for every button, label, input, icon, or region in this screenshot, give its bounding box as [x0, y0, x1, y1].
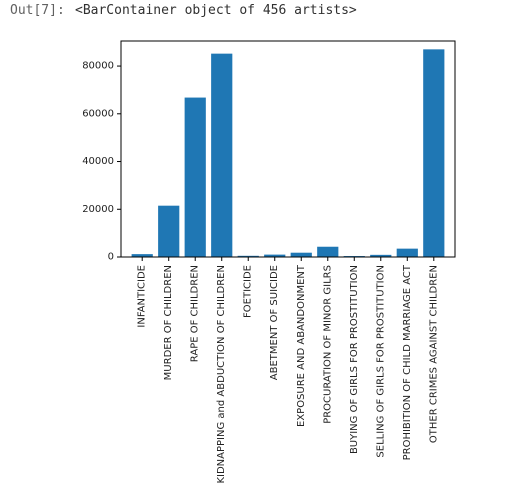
- bar-6: [264, 254, 286, 257]
- x-tick-label: SELLING OF GIRLS FOR PROSTITUTION: [375, 265, 386, 458]
- cell-output-text: <BarContainer object of 456 artists>: [75, 3, 357, 18]
- y-tick-label: 80000: [82, 61, 114, 72]
- cell-output-prompt: Out[7]:: [10, 3, 65, 18]
- x-axis: INFANTICIDE MURDER OF CHILDREN RAPE OF CHI…: [137, 257, 439, 484]
- y-tick-label: 20000: [82, 204, 114, 215]
- y-axis: 0 20000 40000 60000 80000: [82, 61, 121, 263]
- x-tick-label: MURDER OF CHILDREN: [163, 265, 174, 380]
- x-tick-label: RAPE OF CHILDREN: [190, 265, 201, 362]
- x-tick-label: ABETMENT OF SUICIDE: [269, 265, 280, 380]
- y-tick-label: 60000: [82, 108, 114, 119]
- bars-group: [131, 49, 445, 258]
- bar-8: [317, 246, 339, 257]
- bar-3: [184, 97, 206, 258]
- x-tick-label: FOETICIDE: [243, 265, 254, 318]
- bar-12: [423, 49, 445, 257]
- y-tick-label: 0: [108, 252, 114, 263]
- plot-frame: [120, 40, 456, 258]
- bar-10: [370, 254, 392, 257]
- bar-5: [237, 255, 259, 257]
- bar-11: [396, 248, 418, 257]
- x-tick-label: PROHIBITION OF CHILD MARRIAGE ACT: [402, 264, 413, 460]
- bar-2: [158, 205, 180, 257]
- y-tick-label: 40000: [82, 156, 114, 167]
- x-tick-label: EXPOSURE AND ABANDONMENT: [296, 264, 307, 427]
- x-tick-label: PROCURATION OF MINOR GILRS: [322, 265, 333, 424]
- x-tick-label: KIDNAPPING and ABDUCTION OF CHILDREN: [216, 265, 227, 484]
- bar-4: [211, 53, 233, 258]
- x-tick-label: OTHER CRIMES AGAINST CHILDREN: [428, 265, 439, 443]
- bar-1: [131, 254, 153, 257]
- x-tick-label: INFANTICIDE: [137, 265, 148, 328]
- x-tick-label: BUYING OF GIRLS FOR PROSTITUTION: [349, 265, 360, 454]
- bar-7: [290, 252, 312, 257]
